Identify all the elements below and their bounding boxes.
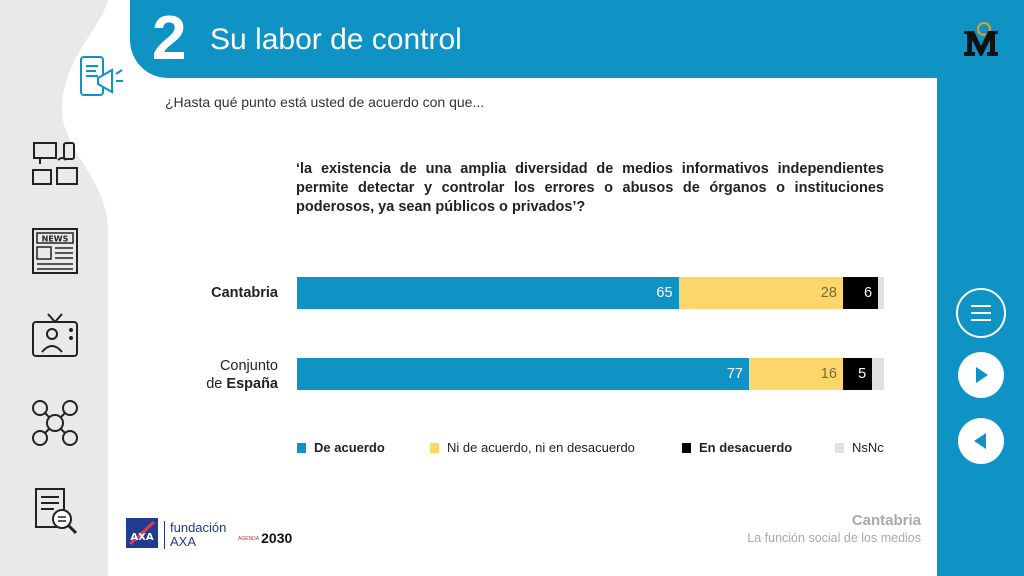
legend-item-desacuerdo: En desacuerdo xyxy=(682,440,792,455)
bar-segment-desacuerdo: 6 xyxy=(842,277,879,309)
footer-region: Cantabria xyxy=(851,512,921,529)
footer-caption: Cantabria La función social de los medio… xyxy=(747,512,921,545)
footer-subtitle: La función social de los medios xyxy=(747,531,921,545)
previous-icon xyxy=(974,433,986,449)
row-label-bold: España xyxy=(226,376,278,392)
row-label-line1: Conjunto xyxy=(219,358,278,374)
bar-row-espana: 77 16 5 xyxy=(297,358,884,390)
section-number: 2 xyxy=(152,4,187,73)
bar-segment-de-acuerdo: 77 xyxy=(297,358,749,390)
legend-swatch xyxy=(682,442,691,453)
section-title: Su labor de control xyxy=(210,23,462,56)
foundation-line2: AXA xyxy=(170,534,197,549)
legend-swatch xyxy=(430,442,439,453)
bar-segment-neutral: 16 xyxy=(748,358,843,390)
row-label-bold: Cantabria xyxy=(211,285,278,301)
social-media-icon xyxy=(32,400,78,446)
foundation-name: fundación AXA xyxy=(164,521,226,549)
legend-label: Ni de acuerdo, ni en desacuerdo xyxy=(447,440,635,455)
document-search-icon xyxy=(35,488,78,535)
bar-row-cantabria: 65 28 6 xyxy=(297,277,885,309)
agenda-small: AGENDA xyxy=(238,536,260,543)
data-label: 6 xyxy=(864,285,873,301)
legend-item-neutral: Ni de acuerdo, ni en desacuerdo xyxy=(430,440,635,455)
survey-question: ¿Hasta qué punto está usted de acuerdo c… xyxy=(165,94,485,110)
legend-swatch xyxy=(297,442,306,453)
foundation-line1: fundación xyxy=(170,520,227,535)
menu-icon xyxy=(971,305,991,321)
data-label: 65 xyxy=(656,285,673,301)
row-label-line2-pre: de xyxy=(206,376,227,392)
legend-label: En desacuerdo xyxy=(699,440,793,455)
axa-logo: AXA xyxy=(126,518,158,548)
survey-statement: ‘la existencia de una amplia diversidad … xyxy=(296,161,884,215)
devices-icon xyxy=(32,142,78,185)
bar-segment-nsnc xyxy=(878,277,885,309)
svg-text:AXA: AXA xyxy=(130,532,153,543)
agenda-2030-logo: AGENDA 2030 xyxy=(238,530,292,546)
legend-item-nsnc: NsNc xyxy=(835,440,884,455)
header-band xyxy=(130,0,1024,78)
next-icon xyxy=(976,367,988,383)
bar-segment-desacuerdo: 5 xyxy=(842,358,873,390)
row-label-espana: Conjunto de España xyxy=(128,357,278,393)
agenda-year: 2030 xyxy=(261,530,293,546)
bar-segment-nsnc xyxy=(872,358,884,390)
data-label: 5 xyxy=(858,366,867,382)
row-label-cantabria: Cantabria xyxy=(128,284,278,302)
menu-button[interactable] xyxy=(956,288,1006,338)
chart-legend: De acuerdo Ni de acuerdo, ni en desacuer… xyxy=(297,440,887,458)
legend-item-de-acuerdo: De acuerdo xyxy=(297,440,385,455)
tv-presenter-icon xyxy=(32,313,78,357)
svg-text:NEWS: NEWS xyxy=(42,235,69,244)
phone-megaphone-icon xyxy=(80,56,123,96)
data-label: 77 xyxy=(726,366,743,382)
newspaper-icon: NEWS xyxy=(32,228,78,274)
legend-label: De acuerdo xyxy=(314,440,385,455)
legend-swatch xyxy=(835,442,844,453)
previous-button[interactable] xyxy=(958,418,1004,464)
brand-logo xyxy=(964,22,998,56)
data-label: 28 xyxy=(820,285,837,301)
bar-segment-de-acuerdo: 65 xyxy=(297,277,679,309)
next-button[interactable] xyxy=(958,352,1004,398)
bar-segment-neutral: 28 xyxy=(678,277,843,309)
legend-label: NsNc xyxy=(852,440,884,455)
data-label: 16 xyxy=(820,366,837,382)
